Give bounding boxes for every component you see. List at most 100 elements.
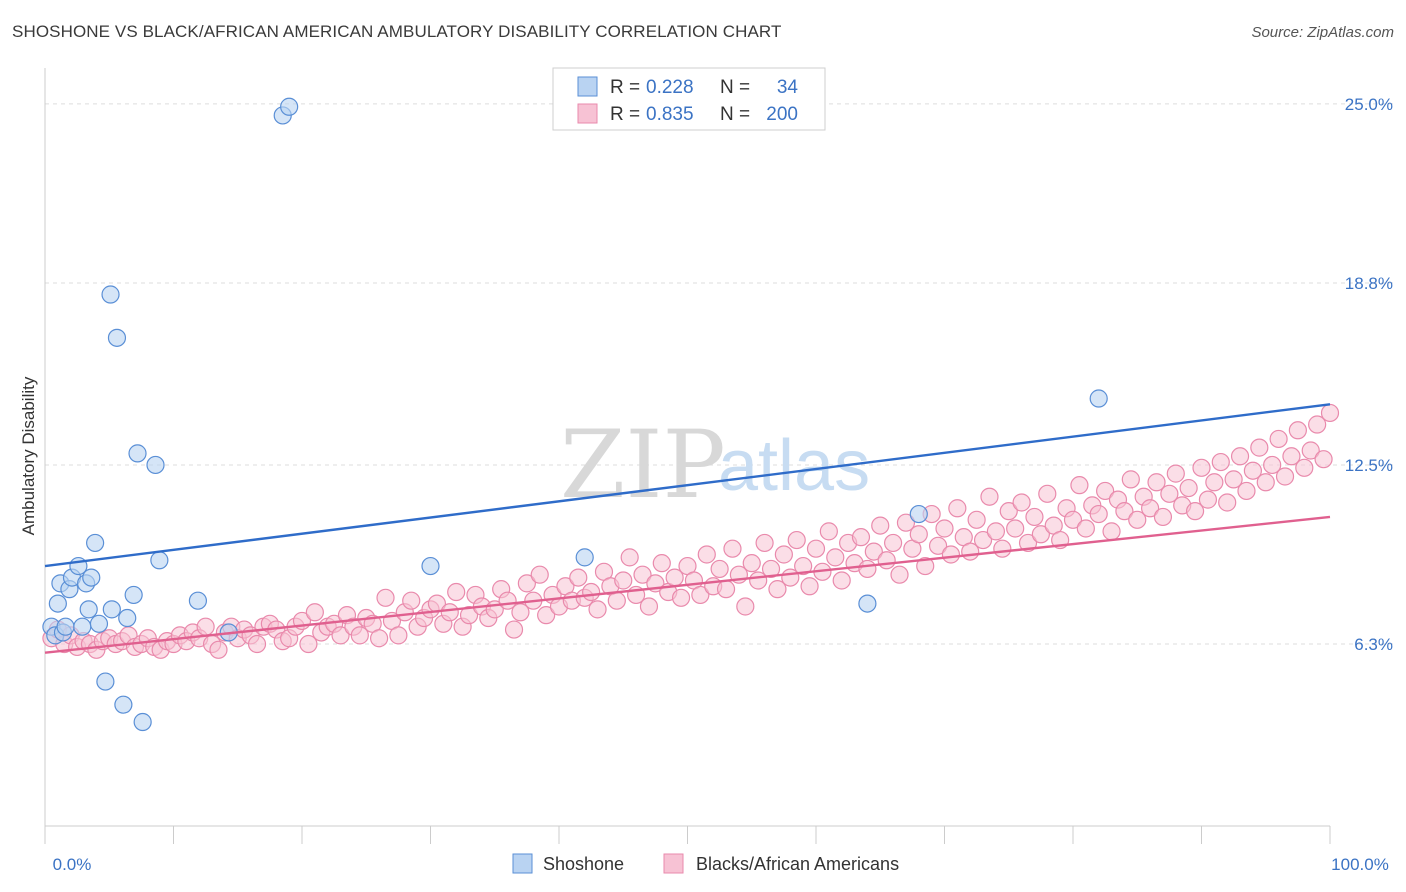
data-point xyxy=(1121,470,1140,489)
data-point xyxy=(620,548,639,567)
data-point xyxy=(896,513,916,532)
legend-r-label-2: R = xyxy=(610,104,640,125)
data-point xyxy=(196,617,215,636)
data-point xyxy=(73,617,92,636)
data-point xyxy=(1224,470,1243,489)
data-point xyxy=(1237,481,1256,501)
y-axis-title: Ambulatory Disability xyxy=(19,376,38,535)
chart-title: SHOSHONE VS BLACK/AFRICAN AMERICAN AMBUL… xyxy=(12,22,782,41)
data-point xyxy=(79,600,98,619)
data-point xyxy=(459,606,479,625)
data-point xyxy=(1288,421,1307,440)
data-point xyxy=(928,536,948,555)
data-point xyxy=(858,594,877,613)
x-tick-label-max: 100.0% xyxy=(1331,855,1389,874)
data-point xyxy=(916,556,935,576)
data-point xyxy=(986,522,1006,541)
legend-n-label-1: N = xyxy=(720,77,750,98)
data-point xyxy=(871,516,890,535)
data-point xyxy=(1282,447,1301,466)
data-point xyxy=(447,582,466,602)
data-point xyxy=(421,556,440,576)
legend-swatch-shoshone xyxy=(577,76,598,97)
bottom-legend: Shoshone Blacks/African Americans xyxy=(512,853,899,874)
data-point xyxy=(993,539,1012,558)
data-point xyxy=(755,533,774,553)
data-point xyxy=(1070,476,1089,495)
data-point xyxy=(1038,484,1057,503)
legend-n-value-2: 200 xyxy=(766,104,798,125)
data-point xyxy=(935,519,954,538)
data-point xyxy=(118,608,137,628)
data-point xyxy=(1275,467,1295,486)
chart-source: Source: ZipAtlas.com xyxy=(1251,24,1394,41)
data-point xyxy=(800,577,819,596)
legend-n-value-1: 34 xyxy=(777,77,799,98)
legend-frame xyxy=(552,67,826,131)
axes xyxy=(44,68,1331,844)
data-point xyxy=(999,502,1018,521)
data-point xyxy=(440,603,459,622)
data-point xyxy=(941,545,961,564)
data-point xyxy=(1320,403,1340,423)
data-point xyxy=(133,712,152,732)
data-point xyxy=(114,695,133,714)
data-point xyxy=(280,97,299,116)
data-point xyxy=(787,530,806,550)
data-point xyxy=(530,565,549,584)
data-point xyxy=(864,542,883,561)
data-point xyxy=(967,510,986,529)
data-point xyxy=(1166,464,1185,483)
data-point xyxy=(607,591,626,610)
data-point xyxy=(89,614,109,633)
data-point xyxy=(1192,458,1211,477)
legend-n-label-2: N = xyxy=(720,104,750,125)
data-point xyxy=(768,580,787,599)
y-tick-labels: 6.3% 12.5% 18.8% 25.0% xyxy=(1345,95,1393,654)
data-point xyxy=(973,530,993,550)
data-point xyxy=(1063,510,1083,529)
data-point xyxy=(1006,519,1025,538)
bottom-legend-label-shoshone: Shoshone xyxy=(543,854,624,874)
data-point xyxy=(1128,510,1147,529)
data-point xyxy=(350,626,369,645)
data-point xyxy=(82,568,101,587)
data-point xyxy=(247,634,267,654)
data-point xyxy=(511,603,530,622)
data-point xyxy=(56,617,75,636)
data-point xyxy=(1140,499,1160,518)
legend-box: R = 0.228 N = 34 R = 0.835 N = 200 xyxy=(552,67,826,131)
data-point xyxy=(710,559,729,579)
data-point xyxy=(832,571,851,590)
data-point xyxy=(858,559,877,579)
data-point xyxy=(1301,441,1320,460)
data-point xyxy=(716,580,736,599)
data-point xyxy=(128,444,147,463)
legend-r-value-1: 0.228 xyxy=(646,77,694,98)
x-tick-label-min: 0.0% xyxy=(53,855,92,874)
data-point xyxy=(877,551,896,570)
data-point xyxy=(1012,493,1031,512)
data-point xyxy=(1314,450,1333,469)
bottom-legend-swatch-blacks xyxy=(663,853,684,874)
data-point xyxy=(890,565,909,584)
data-point xyxy=(376,588,395,607)
data-point xyxy=(723,539,742,558)
data-point xyxy=(1250,438,1269,457)
data-point xyxy=(101,285,120,304)
data-point xyxy=(1308,415,1327,434)
data-point xyxy=(633,565,652,584)
data-point xyxy=(575,548,594,567)
data-point xyxy=(883,533,903,553)
data-point xyxy=(305,603,324,622)
data-point xyxy=(537,606,556,625)
y-tick-label: 18.8% xyxy=(1345,274,1393,293)
data-point xyxy=(331,626,350,645)
data-point xyxy=(1230,447,1250,466)
data-point xyxy=(1179,478,1198,498)
data-point xyxy=(614,571,633,590)
data-point xyxy=(819,522,838,541)
data-point xyxy=(402,591,421,610)
legend-r-label-1: R = xyxy=(610,77,640,98)
